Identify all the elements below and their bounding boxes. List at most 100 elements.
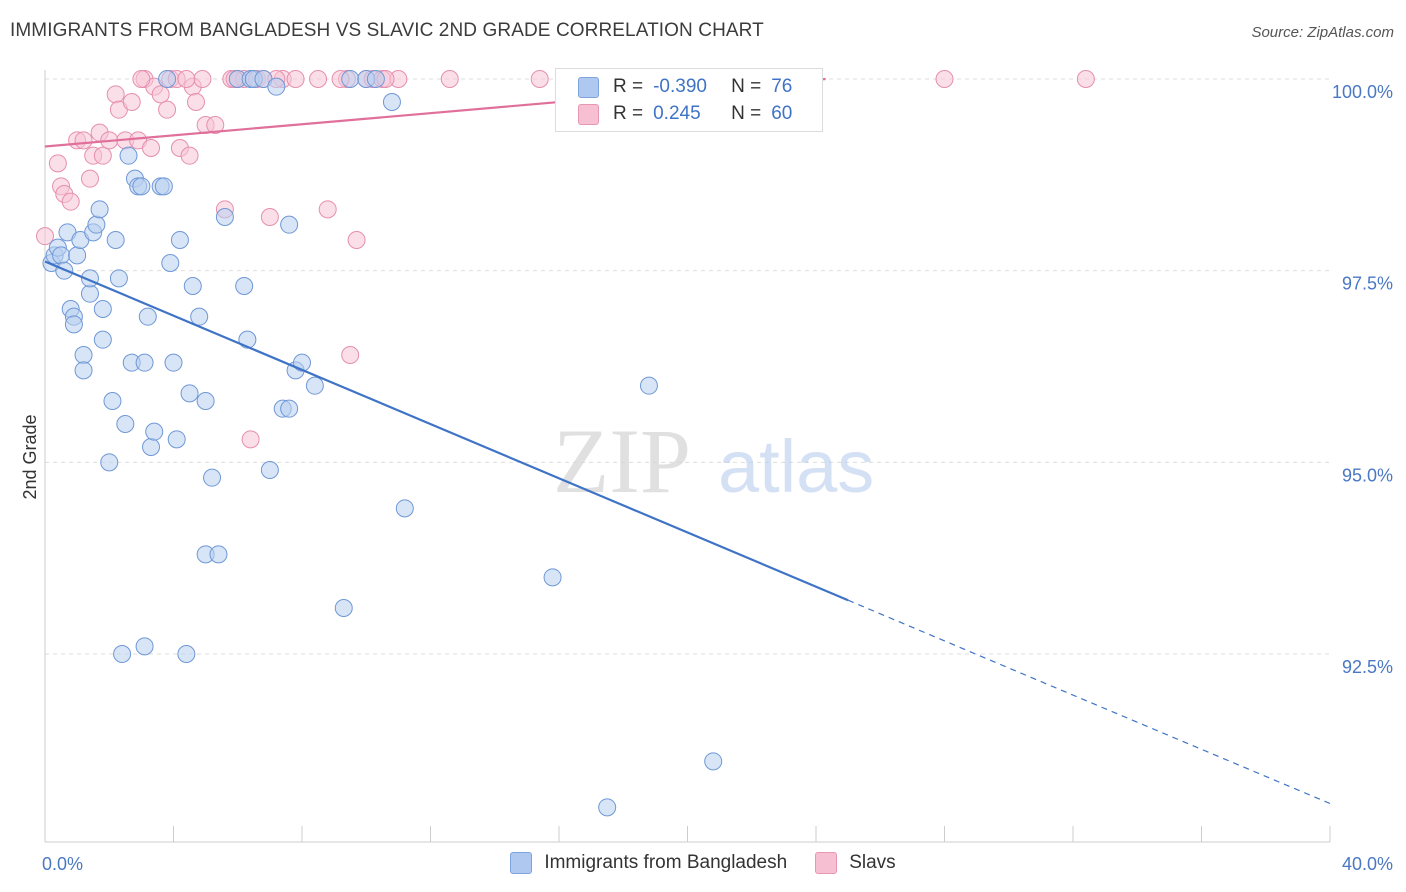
bangladesh-point-23 bbox=[109, 269, 128, 288]
source-label: Source: ZipAtlas.com bbox=[1251, 24, 1394, 41]
bangladesh-point-42 bbox=[180, 384, 199, 403]
legend-row-slavs: R = 0.245 N = 60 bbox=[578, 101, 792, 127]
bangladesh-point-65 bbox=[341, 70, 360, 88]
bangladesh-trend-extension bbox=[847, 599, 1331, 805]
bangladesh-point-36 bbox=[158, 70, 177, 88]
bangladesh-point-41 bbox=[177, 645, 196, 663]
bangladesh-point-33 bbox=[145, 422, 164, 441]
slavs-point-42 bbox=[318, 200, 337, 219]
slavs-point-27 bbox=[186, 93, 205, 111]
bangladesh-point-8 bbox=[64, 315, 83, 334]
bangladesh-point-31 bbox=[138, 307, 157, 326]
slavs-point-53 bbox=[1076, 70, 1095, 88]
legend-swatch-blue bbox=[578, 76, 599, 98]
bottom-legend-label: Slavs bbox=[849, 852, 896, 873]
watermark: ZIP atlas bbox=[553, 410, 874, 512]
slavs-point-51 bbox=[530, 70, 549, 88]
slavs-point-20 bbox=[151, 85, 170, 104]
y-axis-label: 2nd Grade bbox=[20, 414, 40, 499]
bangladesh-point-74 bbox=[113, 645, 132, 663]
axes bbox=[44, 70, 1331, 843]
bangladesh-point-56 bbox=[260, 461, 279, 479]
bangladesh-point-71 bbox=[598, 798, 617, 817]
legend-n-value: 76 bbox=[771, 76, 793, 97]
gridlines bbox=[45, 78, 1330, 655]
y-tick-label-0: 92.5% bbox=[1342, 657, 1393, 677]
bangladesh-point-45 bbox=[196, 392, 215, 410]
bangladesh-points bbox=[42, 70, 723, 817]
slavs-point-18 bbox=[142, 139, 161, 157]
slavs-point-52 bbox=[935, 70, 954, 88]
bangladesh-point-29 bbox=[132, 177, 151, 196]
slavs-point-6 bbox=[74, 131, 93, 150]
chart-title: IMMIGRANTS FROM BANGLADESH VS SLAVIC 2ND… bbox=[10, 20, 764, 41]
bangladesh-point-72 bbox=[639, 376, 658, 395]
slavs-point-10 bbox=[93, 146, 112, 165]
bangladesh-point-9 bbox=[68, 246, 87, 265]
watermark-atlas: atlas bbox=[718, 425, 874, 508]
bangladesh-point-44 bbox=[190, 307, 209, 326]
slavs-point-7 bbox=[80, 169, 99, 188]
bangladesh-point-70 bbox=[543, 568, 562, 587]
bangladesh-point-35 bbox=[154, 177, 173, 196]
bangladesh-point-49 bbox=[215, 208, 234, 226]
bangladesh-point-25 bbox=[119, 146, 138, 165]
x-tick-label-1: 40.0% bbox=[1342, 854, 1393, 874]
bottom-legend-swatch-blue bbox=[510, 852, 533, 874]
bangladesh-point-51 bbox=[235, 277, 254, 295]
bangladesh-point-39 bbox=[167, 430, 186, 449]
y-tick-label-2: 97.5% bbox=[1342, 274, 1393, 294]
slavs-point-12 bbox=[106, 85, 125, 104]
bottom-legend-label: Immigrants from Bangladesh bbox=[544, 852, 788, 873]
legend-row-bangladesh: R = -0.390 N = 76 bbox=[578, 74, 792, 100]
bangladesh-point-57 bbox=[267, 77, 286, 96]
bangladesh-point-21 bbox=[103, 392, 122, 410]
slavs-point-41 bbox=[309, 70, 328, 88]
bangladesh-point-69 bbox=[395, 499, 414, 518]
slavs-point-38 bbox=[260, 208, 279, 226]
slavs-point-35 bbox=[241, 430, 260, 449]
x-tick-label-0: 0.0% bbox=[42, 854, 83, 874]
slavs-point-55 bbox=[177, 70, 196, 88]
watermark-zip: ZIP bbox=[553, 410, 691, 512]
bangladesh-point-20 bbox=[100, 453, 119, 472]
bangladesh-point-73 bbox=[704, 752, 723, 771]
bangladesh-point-64 bbox=[334, 599, 353, 617]
slavs-point-0 bbox=[36, 227, 54, 246]
bangladesh-point-68 bbox=[382, 93, 401, 111]
bottom-legend-slavs: Slavs bbox=[815, 852, 896, 874]
bangladesh-point-63 bbox=[305, 376, 324, 395]
bangladesh-point-13 bbox=[80, 284, 99, 303]
bottom-legend-bangladesh: Immigrants from Bangladesh bbox=[510, 852, 787, 874]
bottom-legend: Immigrants from Bangladesh Slavs bbox=[0, 852, 1406, 874]
bangladesh-point-43 bbox=[183, 277, 202, 295]
slavs-point-1 bbox=[48, 154, 67, 173]
slavs-point-28 bbox=[193, 70, 212, 88]
bangladesh-point-67 bbox=[366, 70, 385, 88]
legend-n-value: 60 bbox=[771, 103, 793, 124]
bangladesh-point-52 bbox=[238, 330, 257, 349]
bangladesh-point-38 bbox=[164, 353, 183, 372]
bangladesh-point-17 bbox=[90, 200, 109, 219]
slavs-point-21 bbox=[158, 100, 177, 119]
bangladesh-point-3 bbox=[52, 246, 71, 265]
slavs-point-54 bbox=[132, 70, 151, 88]
slavs-point-15 bbox=[122, 93, 141, 111]
legend-r-value: -0.390 bbox=[653, 76, 707, 97]
bangladesh-point-16 bbox=[87, 215, 106, 234]
legend-swatch-pink bbox=[578, 103, 599, 125]
bangladesh-point-24 bbox=[116, 415, 135, 433]
legend-r-value: 0.245 bbox=[653, 103, 701, 124]
bangladesh-point-75 bbox=[135, 637, 154, 656]
y-tick-label-3: 100.0% bbox=[1332, 82, 1393, 102]
slavs-point-50 bbox=[440, 70, 459, 88]
bangladesh-point-37 bbox=[161, 254, 180, 272]
bangladesh-point-62 bbox=[293, 353, 311, 372]
bangladesh-point-60 bbox=[280, 399, 299, 418]
bangladesh-point-30 bbox=[135, 353, 154, 372]
slavs-point-45 bbox=[347, 231, 366, 249]
slavs-point-40 bbox=[286, 70, 305, 88]
bangladesh-point-22 bbox=[106, 231, 125, 249]
legend-r-label: R = bbox=[613, 103, 644, 124]
